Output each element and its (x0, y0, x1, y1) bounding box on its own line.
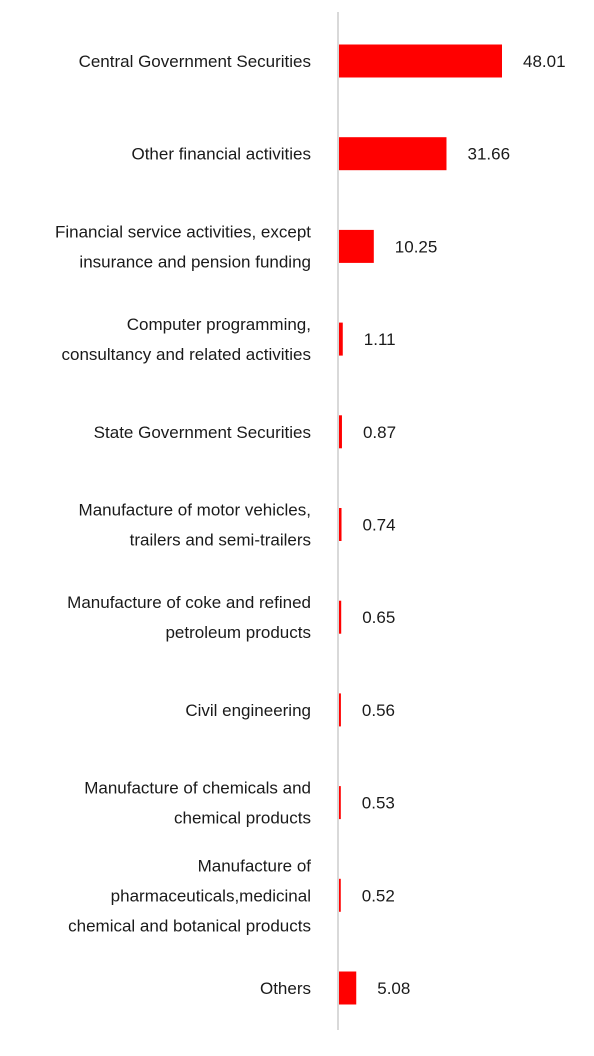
category-label-line: Financial service activities, except (55, 222, 311, 241)
category-label-line: insurance and pension funding (79, 252, 311, 271)
data-label: 0.65 (362, 608, 395, 627)
bar (339, 508, 342, 541)
category-label: Manufacture of motor vehicles, trailers a… (79, 501, 311, 550)
bar (339, 229, 374, 263)
category-label-line: Manufacture of (198, 856, 312, 875)
data-label: 0.53 (362, 794, 395, 813)
data-label: 1.11 (364, 330, 396, 349)
category-label-line: Manufacture of chemicals and (84, 779, 311, 798)
bar (339, 600, 342, 634)
bar (339, 137, 447, 171)
category-label-line: Manufacture of coke and refined (67, 593, 311, 612)
data-label: 5.08 (377, 979, 410, 998)
category-label-line: petroleum products (165, 623, 311, 642)
category-label: Manufacture of chemicals and chemical pro… (84, 779, 311, 828)
category-label-line: Other financial activities (131, 145, 311, 164)
bar (339, 415, 342, 449)
data-label: 31.66 (467, 145, 510, 164)
category-label: Other financial activities (131, 145, 311, 164)
category-label: Computer programming, consultancy and rel… (62, 315, 311, 364)
category-label: Central Government Securities (79, 52, 311, 71)
data-label: 0.87 (363, 423, 396, 442)
category-label: Civil engineering (185, 701, 311, 720)
category-label: State Government Securities (94, 423, 311, 442)
category-label-line: consultancy and related activities (62, 345, 311, 364)
category-label-line: Central Government Securities (79, 52, 311, 71)
data-label: 10.25 (395, 237, 438, 256)
category-label-line: pharmaceuticals,medicinal (111, 886, 311, 905)
bar (339, 971, 357, 1005)
category-label: Others (260, 979, 311, 998)
data-label: 0.74 (363, 516, 396, 535)
data-label: 0.52 (362, 886, 395, 905)
category-label-line: chemical and botanical products (68, 916, 311, 935)
category-label: Financial service activities, except insu… (55, 222, 311, 271)
bar (339, 786, 341, 820)
bar (339, 322, 343, 356)
bar (339, 44, 502, 78)
category-label-line: Computer programming, (127, 315, 311, 334)
data-label: 0.56 (362, 701, 395, 720)
category-label-line: chemical products (174, 809, 311, 828)
category-label: Manufacture of pharmaceuticals,medicinal c… (68, 856, 311, 935)
category-label-line: State Government Securities (94, 423, 311, 442)
category-label: Manufacture of coke and refined petroleum… (67, 593, 311, 642)
category-label-line: trailers and semi-trailers (130, 531, 311, 550)
category-label-line: Civil engineering (185, 701, 311, 720)
bar (339, 878, 341, 912)
category-label-line: Others (260, 979, 311, 998)
data-label: 48.01 (523, 52, 566, 71)
category-label-line: Manufacture of motor vehicles, (79, 501, 311, 520)
bar (339, 693, 341, 727)
